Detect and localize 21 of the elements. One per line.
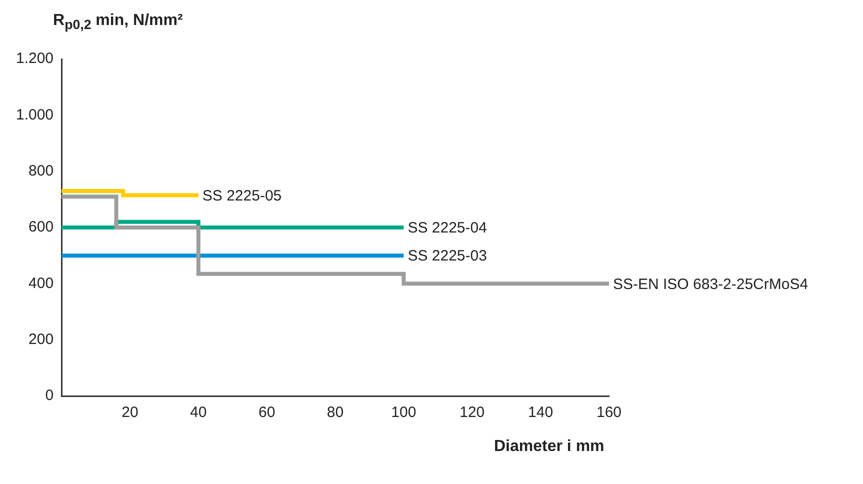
x-axis-title: Diameter i mm [494, 438, 604, 456]
y-axis-title: R$_{p0,2}$ min, N/mm² [53, 12, 183, 32]
y-tick-label: 1.200 [16, 50, 54, 68]
x-tick-label: 160 [596, 404, 622, 422]
y-tick-label: 200 [28, 330, 54, 348]
y-tick-label: 800 [28, 162, 54, 180]
x-tick-label: 120 [460, 404, 485, 422]
y-tick-label: 0 [45, 387, 54, 404]
y-tick-label: 1.000 [16, 106, 54, 124]
x-tick-label: 60 [258, 404, 276, 422]
x-tick-label: 100 [391, 404, 416, 422]
y-tick-label: 600 [28, 218, 54, 236]
x-tick-label: 80 [326, 404, 344, 422]
x-tick-label: 20 [122, 404, 138, 422]
y-tick-label: 400 [28, 274, 54, 292]
x-tick-label: 40 [190, 404, 207, 422]
series-label: SS 2225-05 [202, 187, 282, 204]
x-tick-label: 140 [528, 404, 554, 422]
series-label: SS-EN ISO 683-2-25CrMoS4 [613, 276, 808, 293]
series-label: SS 2225-03 [408, 248, 487, 265]
series-label: SS 2225-04 [408, 220, 487, 237]
